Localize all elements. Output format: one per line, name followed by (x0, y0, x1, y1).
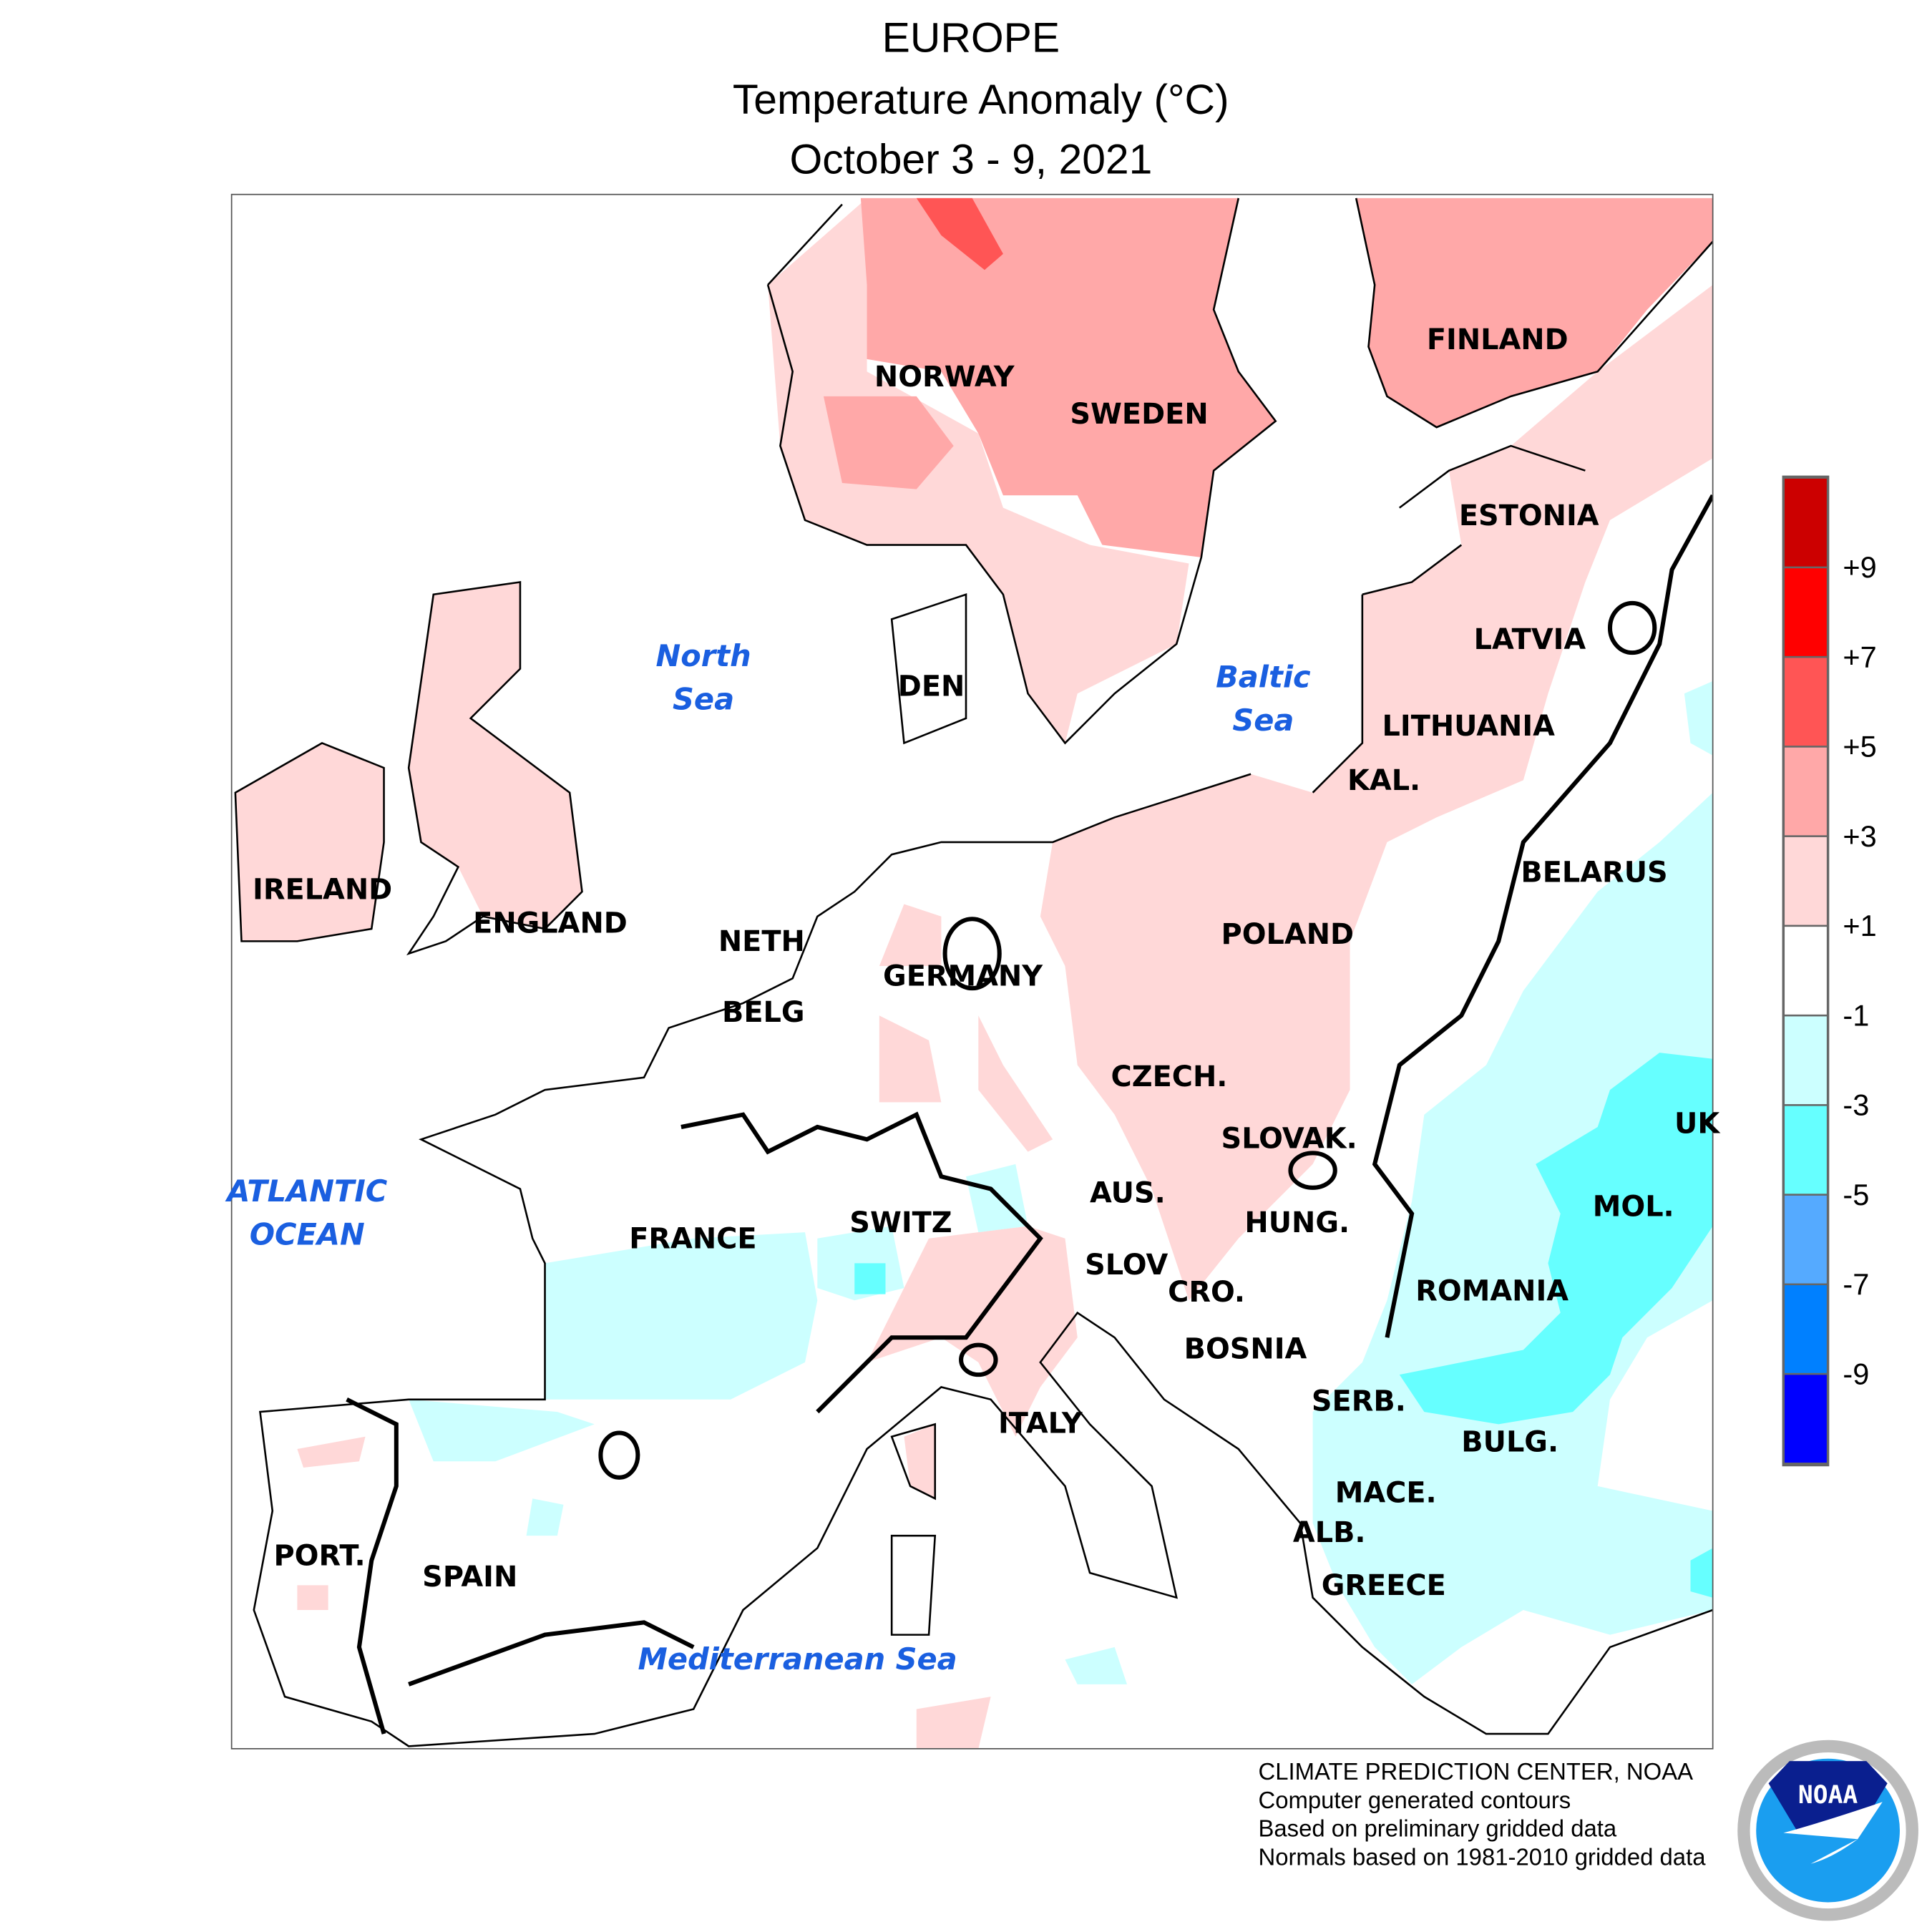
label-sweden: SWEDEN (1070, 398, 1208, 431)
label-switzerland: SWITZ (849, 1206, 952, 1239)
label-denmark: DEN (898, 670, 965, 703)
label-serbia: SERB. (1312, 1385, 1406, 1418)
label-baltic-sea-2: Sea (1232, 703, 1294, 738)
legend-swatch (1785, 478, 1827, 567)
legend-label: +1 (1843, 909, 1876, 942)
label-bosnia: BOSNIA (1184, 1333, 1307, 1366)
legend-label: -7 (1843, 1267, 1869, 1301)
legend-swatch (1785, 1285, 1827, 1373)
label-spain: SPAIN (422, 1561, 517, 1594)
coastlines (234, 197, 1713, 1747)
map-frame (230, 193, 1714, 1750)
legend-swatch (1785, 927, 1827, 1015)
title-line3: October 3 - 9, 2021 (789, 136, 1152, 182)
label-bulgaria: BULG. (1461, 1425, 1558, 1458)
label-baltic-sea-1: Baltic (1216, 660, 1311, 695)
color-legend: +9 +7 +5 +3 +1 -1 -3 -5 -7 -9 (1782, 475, 1877, 1467)
label-czech: CZECH. (1111, 1060, 1227, 1093)
legend-label: +7 (1843, 640, 1876, 673)
label-finland: FINLAND (1427, 323, 1568, 356)
legend-label: +9 (1843, 550, 1876, 584)
label-greece: GREECE (1322, 1569, 1446, 1602)
footer-line3: Based on preliminary gridded data (1258, 1815, 1616, 1842)
label-austria: AUS. (1090, 1177, 1166, 1210)
label-latvia: LATVIA (1474, 623, 1586, 656)
legend-swatch (1785, 658, 1827, 746)
label-macedonia: MACE. (1335, 1476, 1437, 1509)
legend-swatch (1785, 836, 1827, 925)
label-mediterranean: Mediterranean Sea (638, 1641, 957, 1677)
footer-line4: Normals based on 1981-2010 gridded data (1258, 1844, 1706, 1870)
label-poland: POLAND (1221, 918, 1355, 951)
label-north-sea-2: Sea (673, 682, 734, 717)
label-estonia: ESTONIA (1459, 499, 1599, 532)
legend-swatch (1785, 1375, 1827, 1463)
label-ireland: IRELAND (253, 874, 392, 907)
label-lithuania: LITHUANIA (1382, 710, 1556, 743)
label-kaliningrad: KAL. (1347, 764, 1420, 797)
label-albania: ALB. (1293, 1516, 1366, 1549)
legend-label: -1 (1843, 998, 1869, 1032)
legend-label: -9 (1843, 1357, 1869, 1390)
label-germany: GERMANY (883, 960, 1043, 993)
anomaly-plus5-7-region (916, 197, 1003, 270)
sea-labels: North Sea Baltic Sea ATLANTIC OCEAN Medi… (225, 638, 1311, 1677)
legend-label: +3 (1843, 819, 1876, 853)
legend-swatch (1785, 1195, 1827, 1284)
label-slovakia: SLOVAK. (1221, 1122, 1357, 1155)
label-hungary: HUNG. (1244, 1206, 1350, 1239)
label-moldova: MOL. (1593, 1191, 1674, 1224)
label-atlantic-1: ATLANTIC (225, 1174, 388, 1209)
label-belarus: BELARUS (1521, 856, 1667, 889)
map-area (231, 194, 1713, 1749)
title-line2: Temperature Anomaly (°C) (733, 77, 1229, 123)
legend-swatch (1785, 568, 1827, 656)
label-netherlands: NETH (718, 925, 805, 958)
svg-text:NOAA: NOAA (1798, 1781, 1858, 1810)
label-france: FRANCE (629, 1223, 756, 1256)
label-italy: ITALY (998, 1407, 1083, 1440)
label-romania: ROMANIA (1415, 1274, 1568, 1307)
label-belgium: BELG (722, 996, 805, 1029)
footer-line1: CLIMATE PREDICTION CENTER, NOAA (1258, 1758, 1693, 1785)
label-england: ENGLAND (473, 907, 628, 940)
footer-line2: Computer generated contours (1258, 1787, 1571, 1813)
zero-contours (346, 494, 1713, 1735)
legend-label: +5 (1843, 730, 1876, 763)
label-north-sea-1: North (655, 638, 751, 673)
label-croatia: CRO. (1168, 1276, 1245, 1309)
footer-credits: CLIMATE PREDICTION CENTER, NOAA Computer… (1258, 1758, 1706, 1870)
title-line1: EUROPE (882, 15, 1060, 62)
anomaly-minus1-3-regions (409, 680, 1713, 1684)
legend-swatch (1785, 747, 1827, 836)
anomaly-plus3-5-regions (823, 197, 1713, 557)
label-norway: NORWAY (874, 361, 1015, 394)
label-portugal: PORT. (273, 1540, 365, 1573)
label-atlantic-2: OCEAN (250, 1216, 365, 1252)
legend-label: -5 (1843, 1178, 1869, 1211)
legend-label: -3 (1843, 1088, 1869, 1122)
legend-swatch (1785, 1016, 1827, 1105)
label-ukraine: UK (1674, 1108, 1721, 1141)
label-slovenia: SLOV (1085, 1249, 1168, 1282)
anomaly-minus3-5-regions (854, 1053, 1713, 1598)
legend-swatch (1785, 1106, 1827, 1194)
noaa-logo: NOAA (1737, 1740, 1918, 1921)
country-labels: NORWAY SWEDEN FINLAND ESTONIA LATVIA LIT… (253, 323, 1721, 1602)
